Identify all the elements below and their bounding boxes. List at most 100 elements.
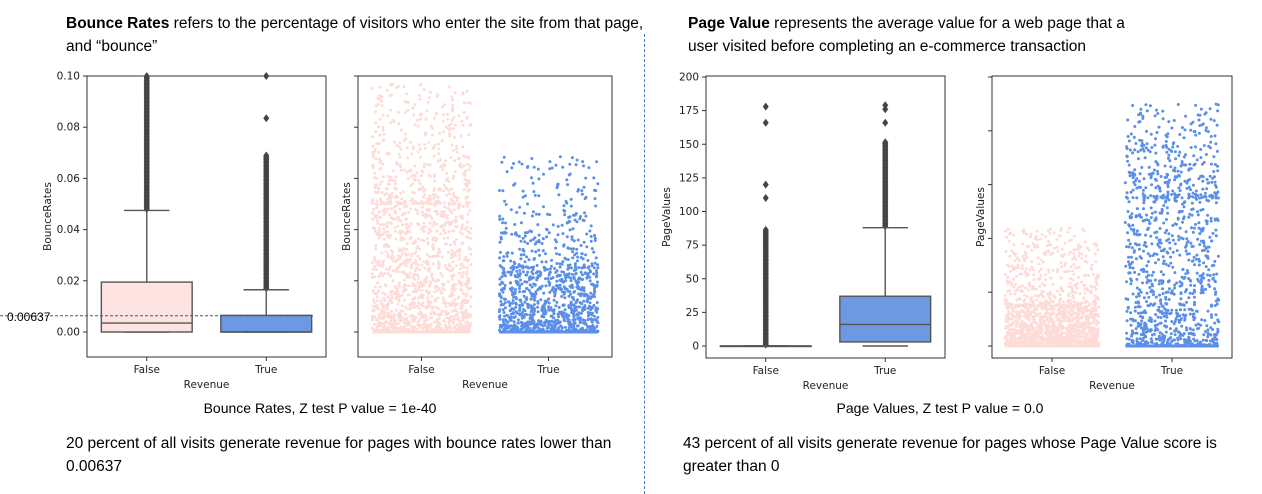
strip-point [382,223,386,226]
strip-point [1051,251,1055,255]
strip-point [461,223,465,227]
strip-point [1096,315,1100,318]
strip-point [595,271,599,275]
strip-point [382,202,386,205]
strip-point [1087,274,1091,277]
strip-point [1083,240,1087,244]
outlier-point [762,225,769,234]
strip-point [1077,275,1080,279]
strip-point [582,240,586,244]
strip-point [428,163,432,167]
strip-point [458,320,462,324]
strip-point [414,240,417,244]
strip-point [393,319,397,323]
strip-point [1153,114,1157,118]
strip-point [536,305,540,309]
strip-point [451,192,455,195]
strip-point [1069,285,1073,289]
strip-point [582,264,586,268]
strip-point [1075,321,1079,325]
strip-point [501,308,505,312]
strip-point [573,318,577,321]
strip-point [586,259,590,262]
strip-point [1095,275,1099,279]
strip-point [443,201,447,205]
strip-point [1203,319,1207,322]
strip-point [1072,327,1076,331]
strip-point [433,313,437,316]
strip-point [423,147,427,150]
strip-point [385,152,389,156]
strip-point [383,230,387,234]
strip-point [1206,309,1210,313]
strip-point [444,328,448,332]
strip-point [512,183,516,187]
strip-point [1046,330,1050,334]
x-axis-label: Revenue [184,379,230,391]
strip-point [574,163,578,167]
strip-point [1151,270,1155,274]
strip-point [400,293,404,297]
strip-point [389,199,393,203]
strip-point [1178,253,1182,257]
strip-point [1209,313,1213,317]
strip-point [1215,302,1219,306]
strip-point [465,292,469,296]
strip-point [381,232,385,236]
strip-point [451,301,455,305]
strip-point [570,272,574,276]
strip-point [409,207,413,211]
strip-point [431,193,435,197]
strip-point [386,207,390,211]
outlier-point [143,72,150,81]
strip-point [378,285,382,289]
strip-point [1206,335,1210,339]
strip-point [453,288,457,292]
strip-point [382,227,386,231]
strip-point [453,135,456,139]
strip-point [399,219,403,223]
strip-point [1056,326,1060,330]
strip-point [531,268,535,272]
strip-point [1084,309,1088,313]
strip-point [452,208,456,212]
strip-point [467,258,471,262]
strip-point [510,232,514,236]
strip-point [427,140,431,144]
strip-point [531,181,535,185]
strip-point [1043,283,1047,287]
strip-point [1013,259,1017,263]
strip-point [394,297,398,301]
strip-point [1142,194,1146,198]
strip-point [396,195,400,199]
strip-point [422,229,426,233]
strip-point [410,152,414,156]
strip-point [1135,277,1139,281]
strip-point [430,126,434,130]
strip-point [446,117,450,121]
strip-point [1127,260,1130,264]
strip-point [593,236,597,240]
strip-point [550,264,553,268]
strip-point [552,312,556,316]
strip-point [522,323,526,327]
strip-point [449,156,453,160]
strip-point [443,205,447,209]
strip-point [376,263,380,267]
strip-point [451,260,455,264]
strip-point [437,287,441,291]
strip-point [582,294,586,298]
strip-point [1024,286,1028,290]
strip-point [561,304,565,308]
strip-point [1027,311,1031,315]
strip-point [1016,329,1020,333]
strip-point [576,259,579,263]
strip-point [1159,175,1163,178]
strip-point [1024,302,1028,306]
strip-point [540,315,544,318]
strip-point [552,327,556,331]
strip-point [406,307,410,311]
strip-point [393,322,397,326]
strip-point [414,259,417,263]
